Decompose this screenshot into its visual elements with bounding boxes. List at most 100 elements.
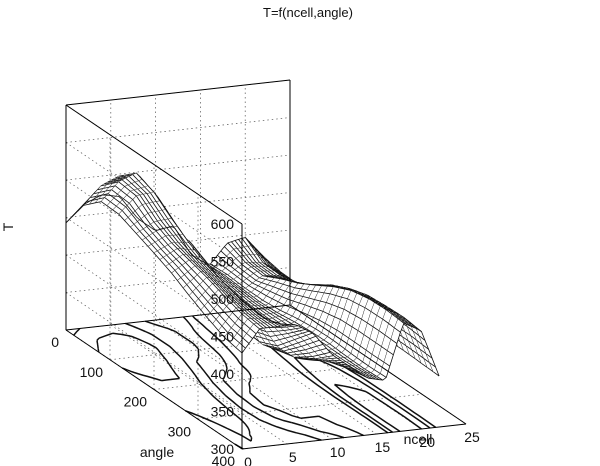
z-grid-line xyxy=(65,192,291,218)
mesh-cell xyxy=(276,316,286,322)
z-tick-label: 300 xyxy=(211,441,235,457)
mesh-cell xyxy=(137,218,147,229)
mesh-cell xyxy=(346,361,356,366)
mesh-cell xyxy=(118,180,129,187)
mesh-cell xyxy=(265,343,275,348)
mesh-cell xyxy=(328,304,339,317)
x-tick-label: 20 xyxy=(419,434,435,450)
mesh-cell xyxy=(177,277,187,289)
mesh-cell xyxy=(165,235,176,243)
mesh-cell xyxy=(408,341,418,355)
mesh-cell xyxy=(384,350,394,367)
mesh-cell xyxy=(166,227,177,236)
mesh-cell xyxy=(414,345,424,359)
mesh-cell xyxy=(352,365,362,370)
mesh-cell xyxy=(272,331,282,336)
mesh-cell xyxy=(225,317,235,328)
mesh-cell xyxy=(142,203,152,214)
mesh-cell xyxy=(244,269,254,277)
mesh-cell xyxy=(83,200,93,206)
mesh-cell xyxy=(267,339,278,346)
x-tick-label: 10 xyxy=(330,444,346,460)
mesh-cell xyxy=(257,323,267,329)
mesh-cell xyxy=(243,333,253,344)
mesh-cell xyxy=(176,256,186,266)
mesh-cell xyxy=(271,307,281,313)
mesh-cell xyxy=(184,271,194,282)
mesh-cell xyxy=(213,272,224,279)
mesh-cell xyxy=(230,337,240,348)
mesh-cell xyxy=(313,309,323,321)
mesh-cell xyxy=(112,206,123,215)
mesh-cell xyxy=(240,271,251,279)
mesh-cell xyxy=(190,278,200,289)
mesh-cell xyxy=(211,293,221,305)
y-grid-line xyxy=(197,393,423,420)
mesh-cell xyxy=(250,309,260,316)
mesh-cell xyxy=(191,265,201,275)
mesh-cell xyxy=(254,318,265,324)
mesh-cell xyxy=(165,264,176,274)
mesh-cell xyxy=(246,296,257,302)
mesh-cell xyxy=(294,283,305,289)
mesh-cell xyxy=(307,307,318,318)
mesh-cell xyxy=(128,214,138,225)
mesh-cell xyxy=(172,235,183,243)
mesh-cell xyxy=(249,301,259,306)
z-tick-label: 400 xyxy=(211,366,235,382)
mesh-cell xyxy=(217,250,227,261)
mesh-cell xyxy=(277,310,287,316)
mesh-cell xyxy=(348,365,359,370)
mesh-cell xyxy=(222,290,232,298)
x-tick-mark xyxy=(329,434,332,439)
mesh-cell xyxy=(254,266,265,272)
mesh-cell xyxy=(224,242,234,253)
mesh-cell xyxy=(296,303,306,313)
mesh-cell xyxy=(128,183,138,190)
mesh-cell xyxy=(256,301,266,306)
mesh-cell xyxy=(413,331,423,345)
mesh-cell xyxy=(171,242,181,249)
mesh-cell xyxy=(227,286,238,292)
mesh-cell xyxy=(168,218,178,228)
x-tick-mark xyxy=(373,429,376,434)
mesh-cell xyxy=(300,283,311,290)
mesh-cell xyxy=(251,318,261,324)
mesh-cell xyxy=(259,262,269,267)
mesh-cell xyxy=(156,201,166,211)
mesh-cell xyxy=(245,301,255,306)
mesh-cell xyxy=(89,198,99,205)
mesh-cell xyxy=(224,332,234,343)
mesh-cell xyxy=(260,329,271,337)
mesh-cell xyxy=(202,267,212,275)
mesh-cell xyxy=(129,174,139,183)
mesh-cell xyxy=(145,203,156,213)
mesh-cell xyxy=(93,195,103,201)
mesh-cell xyxy=(164,244,174,254)
mesh-cell xyxy=(332,295,342,307)
mesh-cell xyxy=(144,185,154,193)
surface-mesh xyxy=(65,172,440,381)
mesh-cell xyxy=(132,196,143,208)
mesh-cell xyxy=(227,272,238,280)
mesh-cell xyxy=(418,354,428,368)
mesh-cell xyxy=(285,318,295,324)
mesh-cell xyxy=(197,271,207,281)
mesh-cell xyxy=(257,309,267,315)
z-tick-label: 350 xyxy=(211,404,235,420)
mesh-cell xyxy=(188,249,198,258)
mesh-cell xyxy=(411,335,421,350)
mesh-cell xyxy=(253,271,264,278)
mesh-cell xyxy=(222,268,232,275)
mesh-cell xyxy=(260,271,271,276)
mesh-cell xyxy=(332,348,342,354)
mesh-cell xyxy=(222,281,232,287)
mesh-cell xyxy=(182,262,192,272)
mesh-cell xyxy=(320,340,330,346)
mesh-cell xyxy=(240,292,251,298)
mesh-cell xyxy=(233,302,244,309)
x-tick-label: 5 xyxy=(289,449,297,465)
mesh-cell xyxy=(161,219,171,228)
mesh-cell xyxy=(231,286,241,293)
mesh-cell xyxy=(246,328,257,339)
